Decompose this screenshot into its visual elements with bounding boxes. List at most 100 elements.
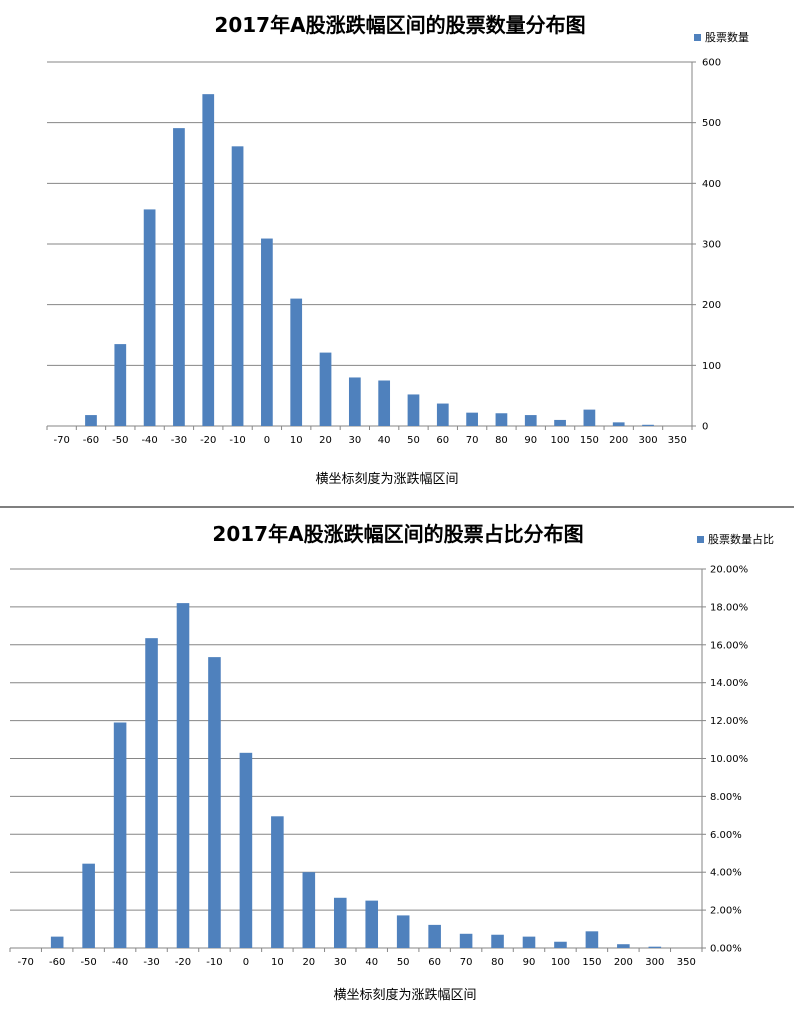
x-tick-label: 300 xyxy=(638,435,657,446)
x-tick-label: -50 xyxy=(80,957,96,968)
x-tick-label: 40 xyxy=(365,957,378,968)
bar xyxy=(271,816,284,948)
x-tick-label: 300 xyxy=(645,957,664,968)
bar xyxy=(348,377,361,426)
x-tick-label: 350 xyxy=(677,957,696,968)
y-tick-label: 600 xyxy=(702,58,721,69)
bar xyxy=(176,603,190,948)
x-tick-label: -30 xyxy=(143,957,159,968)
x-tick-label: -40 xyxy=(112,957,128,968)
bar xyxy=(231,146,244,426)
x-tick-label: 150 xyxy=(580,435,599,446)
share-chart: 2017年A股涨跌幅区间的股票占比分布图 股票数量占比 0.00% 2.00% 4.00… xyxy=(9,522,774,1003)
x-tick-label: 100 xyxy=(551,957,570,968)
bar xyxy=(302,872,316,948)
y-tick-label: 100 xyxy=(702,361,721,372)
x-tick-label: 50 xyxy=(397,957,410,968)
x-axis-title: 横坐标刻度为涨跌幅区间 xyxy=(315,471,458,487)
y-tick-label: 0.00% xyxy=(710,944,742,955)
legend-swatch xyxy=(694,34,701,41)
y-tick-label: 4.00% xyxy=(710,868,742,879)
legend-swatch xyxy=(697,536,704,543)
x-tick-label: -60 xyxy=(83,435,99,446)
bar xyxy=(82,863,95,948)
legend-label: 股票数量占比 xyxy=(708,532,774,546)
x-tick-label: 200 xyxy=(614,957,633,968)
x-tick-label: 20 xyxy=(319,435,332,446)
y-tick-label: 12.00% xyxy=(710,716,748,727)
y-tick-label: 8.00% xyxy=(710,792,742,803)
bar xyxy=(617,944,630,948)
x-tick-label: -10 xyxy=(229,435,245,446)
chart-panel-count: 2017年A股涨跌幅区间的股票数量分布图股票数量 0 100 200 300 400 500… xyxy=(0,0,794,505)
bar xyxy=(261,238,273,426)
bar xyxy=(143,209,156,426)
x-tick-label: 70 xyxy=(466,435,479,446)
x-tick-label: -60 xyxy=(49,957,65,968)
x-tick-label: 200 xyxy=(609,435,628,446)
chart-title: 2017年A股涨跌幅区间的股票占比分布图 xyxy=(212,522,583,546)
x-tick-label: 80 xyxy=(491,957,504,968)
x-tick-label: 30 xyxy=(334,957,347,968)
x-tick-label: -50 xyxy=(112,435,128,446)
x-tick-label: 90 xyxy=(524,435,537,446)
x-tick-label: 50 xyxy=(407,435,420,446)
chart-panel-share: 2017年A股涨跌幅区间的股票占比分布图 股票数量占比 0.00% 2.00% 4.00… xyxy=(0,510,794,1017)
y-tick-label: 500 xyxy=(702,118,721,129)
bar xyxy=(113,722,127,948)
x-tick-label: -30 xyxy=(171,435,187,446)
bar xyxy=(365,900,379,948)
x-tick-label: 30 xyxy=(348,435,361,446)
x-tick-label: 150 xyxy=(582,957,601,968)
bar xyxy=(333,897,347,948)
panel-divider xyxy=(0,506,794,508)
x-tick-label: 10 xyxy=(271,957,284,968)
bar xyxy=(114,344,127,426)
bar xyxy=(407,394,420,426)
y-tick-label: 400 xyxy=(702,179,721,190)
bar xyxy=(428,924,441,948)
bar xyxy=(648,946,662,948)
bar xyxy=(319,352,332,426)
y-tick-label: 18.00% xyxy=(710,602,748,613)
y-tick-label: 6.00% xyxy=(710,830,742,841)
y-tick-label: 14.00% xyxy=(710,678,748,689)
chart-title: 2017年A股涨跌幅区间的股票数量分布图 xyxy=(214,13,585,37)
bar xyxy=(239,752,253,948)
bar xyxy=(524,415,537,426)
x-tick-label: 60 xyxy=(428,957,441,968)
y-tick-label: 0 xyxy=(702,422,708,433)
bar xyxy=(290,298,303,426)
bar xyxy=(396,915,410,948)
bar xyxy=(612,422,625,426)
bar xyxy=(583,409,596,426)
bar xyxy=(554,419,566,426)
x-tick-label: -10 xyxy=(206,957,222,968)
bar xyxy=(202,94,215,427)
x-axis-title: 横坐标刻度为涨跌幅区间 xyxy=(333,987,476,1003)
x-tick-label: 70 xyxy=(460,957,473,968)
x-tick-label: -20 xyxy=(200,435,216,446)
y-tick-label: 20.00% xyxy=(710,565,748,576)
y-tick-label: 2.00% xyxy=(710,906,742,917)
bar xyxy=(585,931,599,948)
y-tick-label: 10.00% xyxy=(710,754,748,765)
bar xyxy=(522,936,536,948)
bar xyxy=(459,933,473,948)
bar xyxy=(466,412,478,426)
x-tick-label: 0 xyxy=(243,957,249,968)
bar xyxy=(50,936,64,948)
bar xyxy=(145,638,158,948)
y-tick-label: 16.00% xyxy=(710,640,748,651)
x-tick-label: -70 xyxy=(18,957,34,968)
bar xyxy=(642,424,654,426)
legend-label: 股票数量 xyxy=(705,31,749,44)
bar xyxy=(208,657,221,948)
x-tick-label: 100 xyxy=(551,435,570,446)
bar xyxy=(378,380,391,426)
x-tick-label: 40 xyxy=(378,435,391,446)
x-tick-label: 350 xyxy=(668,435,687,446)
x-tick-label: 80 xyxy=(495,435,508,446)
x-tick-label: 60 xyxy=(436,435,449,446)
